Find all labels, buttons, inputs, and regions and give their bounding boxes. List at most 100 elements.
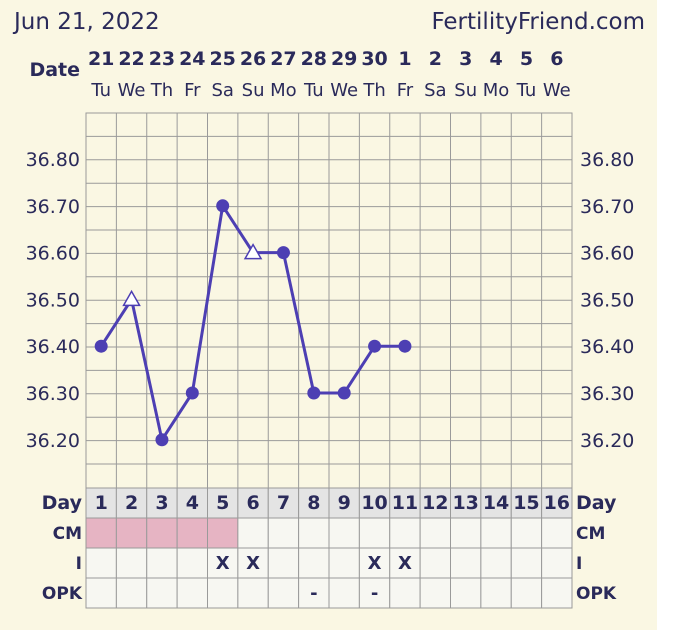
date-label: 23: [149, 48, 175, 70]
cm-cell: [358, 517, 391, 549]
day-cell-text: 14: [483, 492, 509, 514]
y-tick-right: 36.20: [580, 430, 634, 452]
day-cell: [146, 487, 178, 519]
temperature-point: [337, 386, 351, 400]
cm-cell: [541, 517, 573, 549]
opk-cell: [146, 577, 178, 609]
temperature-point-triangle: [243, 243, 263, 260]
i-cell: [450, 547, 482, 579]
cm-cell: [146, 517, 178, 549]
opk-cell: [207, 577, 239, 609]
weekday-label: Sa: [424, 80, 446, 101]
i-cell: [480, 547, 512, 579]
day-cell-text: 15: [513, 492, 539, 514]
day-cell: [450, 487, 482, 519]
day-cell: [510, 487, 543, 519]
weekday-label: We: [330, 80, 358, 101]
day-cell-text: 11: [392, 492, 418, 514]
opk-cell: [267, 577, 300, 609]
cm-cell: [237, 517, 269, 549]
date-label: 2: [429, 48, 442, 70]
opk-cell: [85, 577, 117, 609]
i-cell: [267, 547, 300, 579]
weekday-label: Mo: [270, 80, 297, 101]
i-cell: [115, 547, 148, 579]
day-cell-text: 1: [95, 492, 108, 514]
temperature-point: [94, 339, 108, 353]
day-cell: [115, 487, 148, 519]
temperature-point: [307, 386, 321, 400]
date-label: 27: [270, 48, 296, 70]
i-cell: [176, 547, 208, 579]
date-label: 4: [489, 48, 502, 70]
cm-cell: [419, 517, 451, 549]
y-tick-right: 36.40: [580, 336, 634, 358]
weekday-label: Tu: [516, 80, 537, 101]
day-cell: [358, 487, 391, 519]
date-label: 29: [331, 48, 357, 70]
y-tick-left: 36.80: [26, 149, 80, 171]
day-row-label-left: Day: [42, 492, 83, 514]
day-cell: [541, 487, 573, 519]
day-cell-text: 9: [338, 492, 351, 514]
i-cell: [389, 547, 421, 579]
date-label: 25: [209, 48, 235, 70]
day-cell-text: 5: [216, 492, 229, 514]
i-row-label-right: I: [576, 554, 582, 574]
opk-cell: [541, 577, 573, 609]
y-tick-right: 36.50: [580, 289, 634, 311]
i-cell: [419, 547, 451, 579]
day-row-label-right: Day: [576, 492, 617, 514]
cm-cell: [510, 517, 543, 549]
i-cell: [541, 547, 573, 579]
cm-cell: [298, 517, 330, 549]
opk-cell: [450, 577, 482, 609]
y-tick-right: 36.80: [580, 149, 634, 171]
temperature-point: [216, 199, 230, 213]
date-label: 21: [88, 48, 114, 70]
day-cell-text: 4: [186, 492, 199, 514]
cm-cell: [176, 517, 208, 549]
y-tick-left: 36.70: [26, 196, 80, 218]
opk-cell: [358, 577, 391, 609]
temperature-point-triangle: [122, 289, 141, 307]
weekday-label: We: [543, 80, 571, 101]
weekday-label: Mo: [483, 80, 510, 101]
opk-cell: [237, 577, 269, 609]
i-cell: [298, 547, 330, 579]
day-cell-text: 16: [544, 492, 570, 514]
date-label: 24: [179, 48, 205, 70]
temperature-point: [368, 339, 382, 353]
i-cell-text: X: [216, 553, 230, 574]
date-label: 30: [361, 48, 387, 70]
opk-cell-text: -: [371, 583, 378, 604]
opk-cell-text: -: [310, 583, 317, 604]
opk-row-label-left: OPK: [42, 584, 83, 604]
y-tick-right: 36.30: [580, 383, 634, 405]
weekday-label: Fr: [184, 80, 201, 101]
day-cell-text: 13: [452, 492, 478, 514]
date-row-label: Date: [29, 59, 80, 81]
cm-cell: [115, 517, 148, 549]
site-name: FertilityFriend.com: [431, 9, 645, 35]
i-cell-text: X: [398, 553, 412, 574]
i-row-label-left: I: [76, 554, 82, 574]
i-cell-text: X: [368, 553, 382, 574]
weekday-label: Fr: [397, 80, 414, 101]
weekday-label: Tu: [303, 80, 324, 101]
weekday-label: Th: [362, 80, 385, 101]
day-cell: [328, 487, 360, 519]
y-tick-left: 36.50: [26, 289, 80, 311]
day-cell-text: 12: [422, 492, 448, 514]
date-label: 28: [301, 48, 327, 70]
weekday-label: We: [118, 80, 146, 101]
date-label: 6: [550, 48, 563, 70]
day-cell-text: 3: [155, 492, 168, 514]
opk-cell: [176, 577, 208, 609]
day-cell-text: 10: [361, 492, 387, 514]
weekday-label: Th: [150, 80, 173, 101]
cm-row-label-left: CM: [53, 524, 82, 544]
i-cell: [510, 547, 543, 579]
temperature-point: [398, 339, 412, 353]
